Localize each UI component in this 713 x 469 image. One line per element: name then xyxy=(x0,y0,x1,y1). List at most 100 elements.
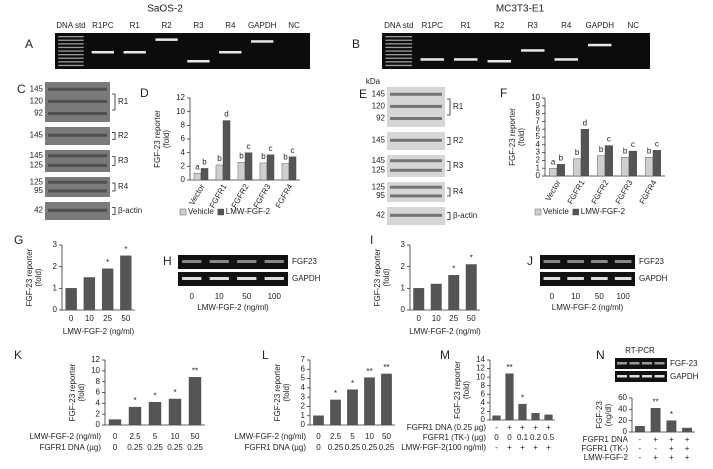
legend-label: Vehicle xyxy=(188,207,214,216)
band xyxy=(614,277,632,280)
row-value: 0.25 xyxy=(328,443,344,452)
band xyxy=(187,60,210,63)
bar xyxy=(505,373,514,421)
band xyxy=(390,117,442,121)
row-value: 50 xyxy=(382,432,391,441)
x-tick-label: FGFR3 xyxy=(614,178,635,206)
ladder-band xyxy=(385,57,413,59)
row-value: + xyxy=(546,443,551,452)
y-axis-label: FGF-23 reporter xyxy=(68,363,77,421)
row-value: 0.25 xyxy=(147,443,163,452)
ladder-band xyxy=(385,54,413,56)
row-value: 0.25 xyxy=(167,443,183,452)
row-value: 0 xyxy=(113,443,118,452)
lane-label: R2 xyxy=(494,21,505,30)
band xyxy=(390,194,442,198)
blot-label: R2 xyxy=(453,136,464,145)
panel-label: C xyxy=(17,82,26,96)
y-tick-label: 2 xyxy=(96,409,101,418)
panel-label: D xyxy=(140,86,149,100)
y-tick-label: 20 xyxy=(618,416,627,425)
band xyxy=(487,60,511,63)
y-tick-label: 3 xyxy=(301,392,306,401)
band xyxy=(237,277,257,280)
y-tick-label: 12 xyxy=(176,93,185,102)
band xyxy=(48,163,107,167)
y-tick-label: 2 xyxy=(536,156,541,165)
row-value: 0 xyxy=(507,433,512,442)
gel-strip xyxy=(540,255,635,269)
band xyxy=(390,213,442,217)
band xyxy=(617,362,627,365)
kda-marker: 42 xyxy=(34,205,43,214)
ladder-band xyxy=(385,46,413,49)
band xyxy=(567,277,584,280)
row-value: 0 xyxy=(494,433,499,442)
x-axis-label: LMW-FGF-2 (ng/ml) xyxy=(409,327,481,336)
blot-label: R1 xyxy=(453,102,464,111)
significance: ** xyxy=(192,366,198,375)
row-value: - xyxy=(639,435,642,444)
band xyxy=(390,92,442,96)
y-axis-label: (fold) xyxy=(34,268,43,287)
lane-label: GAPDH xyxy=(248,21,277,30)
y-tick-label: 1 xyxy=(536,163,541,172)
kda-marker: 120 xyxy=(30,97,44,106)
y-axis-label: (ng/dl) xyxy=(604,403,613,426)
gel-strip xyxy=(178,272,288,286)
row-label: GAPDH xyxy=(670,372,699,381)
kda-marker: 145 xyxy=(30,130,44,139)
row-value: 0.25 xyxy=(379,443,395,452)
y-tick-label: 1 xyxy=(301,411,306,420)
ladder-band xyxy=(58,46,84,49)
y-tick-label: 10 xyxy=(476,372,485,381)
row-value: + xyxy=(520,423,525,432)
x-tick-label: 10 xyxy=(85,314,94,323)
bar xyxy=(83,277,96,311)
row-value: + xyxy=(507,443,512,452)
band xyxy=(48,133,107,137)
kda-marker: 120 xyxy=(372,102,386,111)
row-value: 5 xyxy=(153,432,158,441)
x-axis-label: LMW-FGF-2 (ng/ml) xyxy=(197,303,269,312)
bar xyxy=(465,264,477,311)
x-tick-label: 50 xyxy=(121,314,130,323)
band xyxy=(48,99,107,103)
kda-marker: 145 xyxy=(372,89,386,98)
ladder-band xyxy=(58,57,84,59)
bar xyxy=(682,427,693,433)
row-value: + xyxy=(520,443,525,452)
blot-label: R2 xyxy=(118,131,129,140)
y-tick-label: 6 xyxy=(96,388,101,397)
bracket xyxy=(447,187,451,197)
bar xyxy=(381,373,392,426)
y-tick-label: 4 xyxy=(481,398,486,407)
legend-swatch xyxy=(534,208,542,216)
row-label: FGFR1 DNA (µg) xyxy=(39,443,101,452)
band xyxy=(182,260,202,263)
row-label: LMW-FGF-2 xyxy=(584,453,629,462)
bar xyxy=(666,420,677,433)
lane-label: NC xyxy=(627,21,639,30)
significance: c xyxy=(291,146,295,155)
blot xyxy=(387,155,445,177)
ladder-band xyxy=(385,64,413,67)
y-tick-label: 1 xyxy=(401,283,406,292)
row-label: FGF23 xyxy=(292,257,317,266)
row-label: FGFR1 DNA (µg) xyxy=(244,443,306,452)
y-tick-label: 6 xyxy=(181,134,186,143)
band xyxy=(123,51,146,54)
y-tick-label: 0 xyxy=(536,171,541,180)
band xyxy=(155,38,178,41)
cell-title: MC3T3-E1 xyxy=(496,4,545,15)
bracket xyxy=(112,132,116,140)
lane-label: R3 xyxy=(193,21,204,30)
significance: * xyxy=(351,379,354,388)
y-tick-label: 8 xyxy=(181,120,186,129)
y-tick-label: 9 xyxy=(536,101,541,110)
panel-label: I xyxy=(370,233,373,247)
row-value: - xyxy=(639,444,642,453)
y-tick-label: 60 xyxy=(618,393,627,402)
bar xyxy=(259,162,268,181)
row-value: 0 xyxy=(316,432,321,441)
